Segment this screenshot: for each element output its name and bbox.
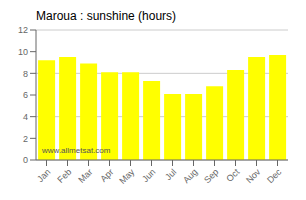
- svg-text:Nov: Nov: [244, 167, 263, 186]
- svg-text:May: May: [117, 167, 136, 186]
- svg-text:0: 0: [23, 155, 28, 165]
- html-text:Maroua : sunshine (hours): Maroua : sunshine (hours): [36, 9, 177, 23]
- svg-text:6: 6: [23, 90, 28, 100]
- svg-text:2: 2: [23, 134, 28, 144]
- svg-text:Oct: Oct: [224, 167, 241, 184]
- svg-text:Jul: Jul: [163, 167, 178, 182]
- svg-text:Feb: Feb: [55, 167, 73, 185]
- svg-text:Apr: Apr: [98, 167, 115, 184]
- html-text:www.allmetsat.com: www.allmetsat.com: [42, 146, 111, 155]
- svg-text:Sep: Sep: [202, 167, 220, 185]
- svg-text:8: 8: [23, 69, 28, 79]
- svg-text:Dec: Dec: [265, 167, 284, 186]
- svg-text:12: 12: [18, 25, 28, 35]
- svg-text:Jan: Jan: [35, 167, 52, 184]
- svg-text:Aug: Aug: [181, 167, 199, 185]
- svg-text:Jun: Jun: [140, 167, 157, 184]
- svg-text:10: 10: [18, 47, 28, 57]
- svg-text:4: 4: [23, 112, 28, 122]
- svg-text:Mar: Mar: [76, 167, 94, 185]
